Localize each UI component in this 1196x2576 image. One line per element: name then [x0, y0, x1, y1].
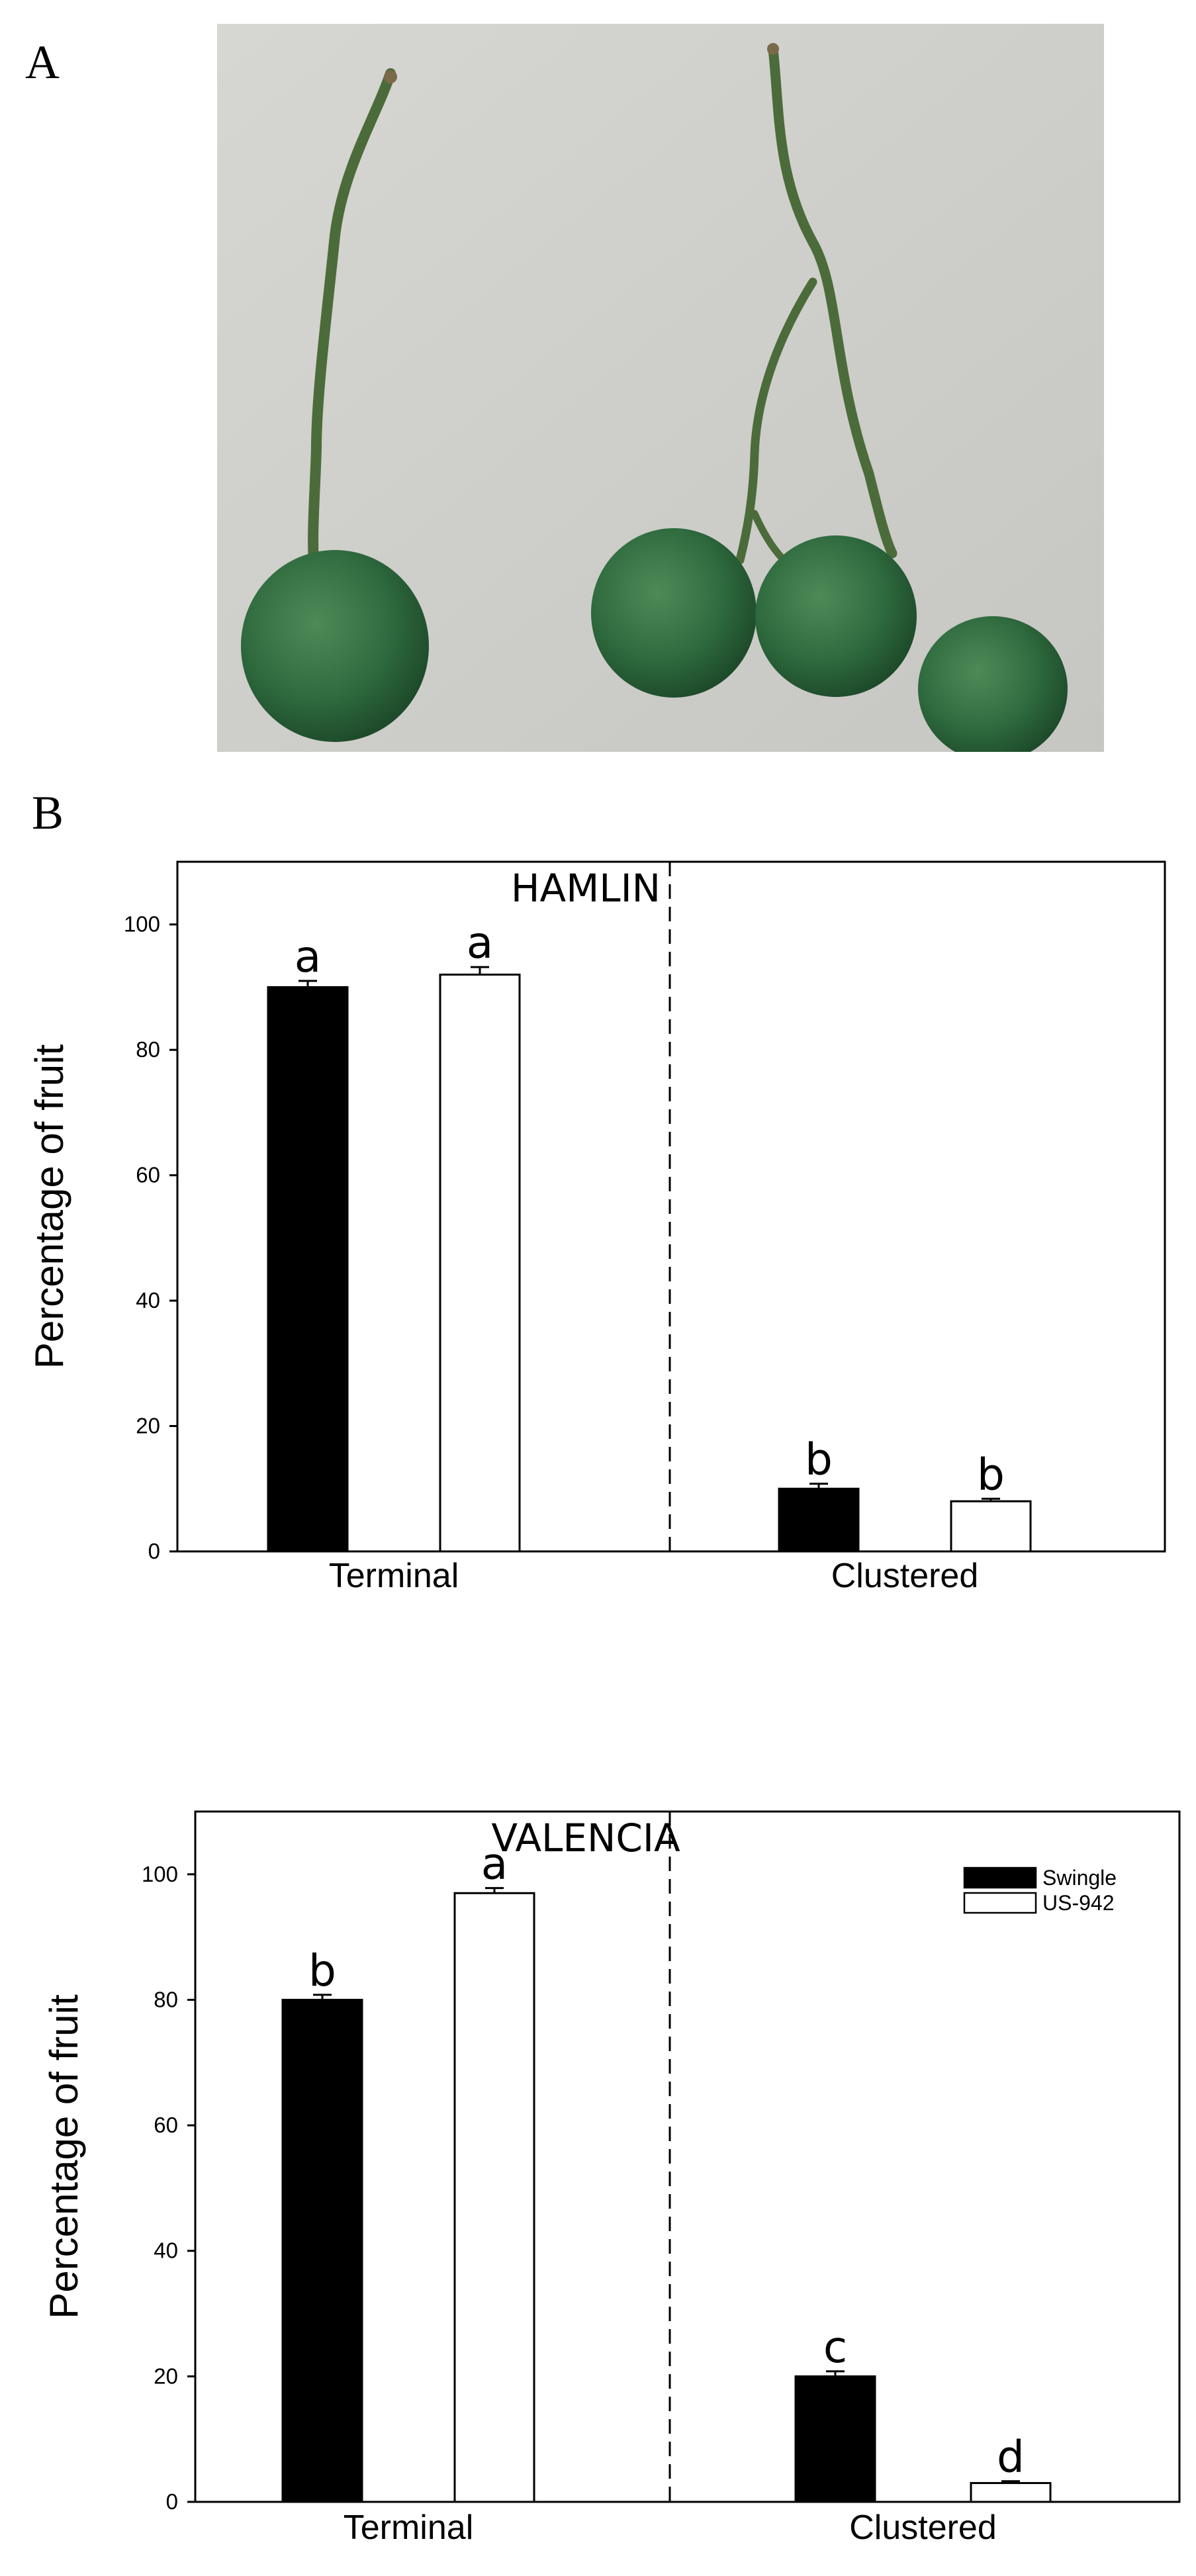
- valencia-bar-terminal-swingle: [281, 1998, 363, 2503]
- hamlin-chart: 0 20 40 60 80 100 Percentage of fruit HAMLIN a a T…: [0, 847, 1196, 1602]
- hamlin-significance-letter: b: [977, 1449, 1005, 1500]
- valencia-ytick-label: 20: [154, 2364, 178, 2388]
- fruit-photo: [217, 24, 1104, 752]
- hamlin-bar-clustered-us942: [950, 1500, 1032, 1553]
- hamlin-bar-clustered-swingle: [778, 1487, 860, 1553]
- valencia-legend-label: Swingle: [1042, 1866, 1117, 1890]
- hamlin-significance-letter: a: [467, 917, 493, 968]
- terminal-stem: [308, 68, 396, 592]
- valencia-significance-letter: d: [997, 2432, 1025, 2483]
- cluster-fruit-left: [591, 528, 757, 698]
- hamlin-category-label-clustered: Clustered: [831, 1557, 979, 1595]
- valencia-significance-letter: c: [823, 2322, 847, 2373]
- hamlin-ytick-label: 20: [136, 1414, 160, 1438]
- valencia-significance-letter: b: [308, 1945, 336, 1996]
- valencia-ytick-label: 80: [154, 1987, 178, 2011]
- cluster-stem-tip: [767, 43, 779, 55]
- hamlin-chart-title: HAMLIN: [511, 866, 661, 911]
- hamlin-category-label-terminal: Terminal: [329, 1557, 459, 1595]
- hamlin-chart-svg: 0 20 40 60 80 100 Percentage of fruit HAMLIN a a T…: [27, 860, 1166, 1595]
- valencia-ytick-label: 0: [166, 2489, 178, 2514]
- valencia-ytick-label: 60: [154, 2113, 178, 2137]
- panel-b-label: B: [32, 786, 64, 839]
- hamlin-significance-letter: b: [805, 1434, 833, 1485]
- valencia-category-label-terminal: Terminal: [344, 2508, 474, 2547]
- valencia-bar-clustered-swingle: [794, 2375, 876, 2503]
- hamlin-significance-letter: a: [295, 931, 321, 982]
- terminal-fruit: [241, 550, 429, 742]
- hamlin-ytick-label: 60: [136, 1163, 160, 1187]
- hamlin-ytick-label: 0: [148, 1539, 160, 1563]
- hamlin-ytick-label: 100: [124, 912, 160, 937]
- hamlin-ytick-label: 40: [136, 1288, 160, 1312]
- valencia-legend-swatch: [963, 1892, 1037, 1914]
- valencia-bar-terminal-us942: [453, 1892, 535, 2503]
- valencia-significance-letter: a: [481, 1839, 508, 1890]
- cluster-fruit-right: [918, 616, 1068, 752]
- valencia-bar-clustered-us942: [970, 2482, 1052, 2503]
- valencia-ytick-label: 40: [154, 2238, 178, 2263]
- fruit-photo-illustration: [217, 24, 1104, 752]
- valencia-ytick-label: 100: [142, 1862, 178, 1886]
- cluster-fruit-middle: [755, 535, 917, 697]
- valencia-legend-label: US-942: [1042, 1891, 1115, 1915]
- valencia-legend-swatch: [963, 1866, 1037, 1889]
- stem-tip: [384, 70, 397, 83]
- valencia-chart: 0 20 40 60 80 100 Percentage of fruit VALENCIA b…: [0, 1787, 1196, 2576]
- valencia-chart-title: VALENCIA: [491, 1816, 680, 1861]
- hamlin-plot-frame: [176, 860, 1166, 1553]
- hamlin-ytick-label: 80: [136, 1037, 160, 1062]
- valencia-category-label-clustered: Clustered: [849, 2508, 997, 2547]
- cluster-stem-branch: [735, 277, 817, 565]
- hamlin-y-axis-title: Percentage of fruit: [27, 1044, 71, 1369]
- hamlin-bar-terminal-swingle: [267, 986, 349, 1553]
- valencia-chart-svg: 0 20 40 60 80 100 Percentage of fruit VALENCIA b…: [42, 1810, 1181, 2547]
- valencia-plot-frame: [194, 1810, 1181, 2503]
- panel-a-label: A: [25, 36, 60, 89]
- valencia-y-axis-title: Percentage of fruit: [42, 1994, 86, 2319]
- cluster-stem-main: [768, 44, 897, 559]
- hamlin-bar-terminal-us942: [439, 974, 521, 1553]
